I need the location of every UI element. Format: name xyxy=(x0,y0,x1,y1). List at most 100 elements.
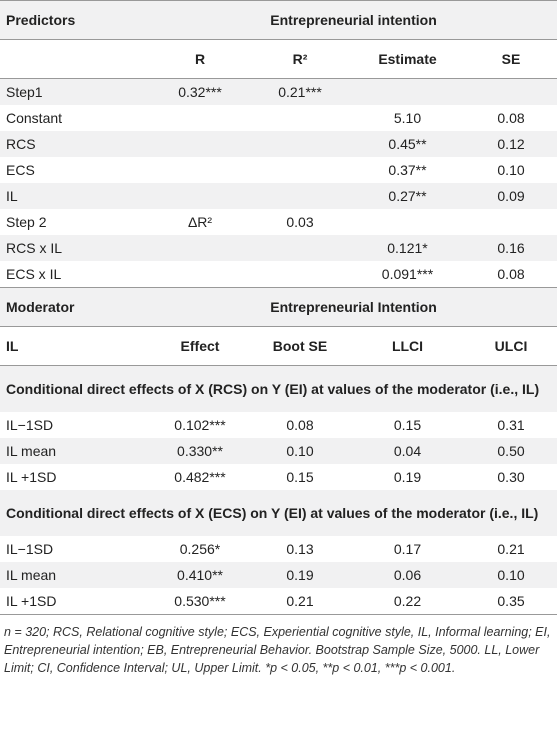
cell: 0.10 xyxy=(250,438,350,464)
cell xyxy=(150,235,250,261)
cell: 0.19 xyxy=(393,469,422,485)
results-table: Predictors Entrepreneurial intention R R² Es… xyxy=(0,0,557,615)
cell: 0.121* xyxy=(350,235,465,261)
cell: ECS xyxy=(6,162,35,178)
cell: RCS xyxy=(0,131,150,157)
cell: 0.330** xyxy=(150,438,250,464)
cell: 0.15 xyxy=(393,417,422,433)
cell: 0.09 xyxy=(465,183,557,209)
table-row: IL +1SD 0.530*** 0.21 0.22 0.35 xyxy=(0,588,557,615)
table-row: RCS x IL 0.121* 0.16 xyxy=(0,235,557,261)
cell: 0.27** xyxy=(350,183,465,209)
column-header: R² xyxy=(250,39,350,79)
table-row: IL +1SD 0.482*** 0.15 0.19 0.30 xyxy=(0,464,557,490)
footnote: n = 320; RCS, Relational cognitive style… xyxy=(4,625,551,675)
column-header: R xyxy=(150,39,250,79)
table-row: Predictors Entrepreneurial intention xyxy=(0,0,557,40)
cell: ECS x IL xyxy=(0,261,150,288)
cell: 0.16 xyxy=(465,235,557,261)
cell: 0.21 xyxy=(250,588,350,615)
column-header: LLCI xyxy=(350,326,465,366)
cell: IL mean xyxy=(0,562,150,588)
cell: 0.10 xyxy=(465,562,557,588)
cell xyxy=(150,183,250,209)
cell: 0.35 xyxy=(465,588,557,615)
cell: 0.08 xyxy=(497,110,525,126)
cell xyxy=(150,261,250,288)
cell xyxy=(250,105,350,131)
cell: Step 2 xyxy=(6,214,47,230)
cell xyxy=(150,105,250,131)
column-header: Boot SE xyxy=(250,326,350,366)
table-row: ECS x IL 0.091*** 0.08 xyxy=(0,261,557,288)
column-header: ULCI xyxy=(465,326,557,366)
cell: IL +1SD xyxy=(6,469,57,485)
table-row: Conditional direct effects of X (ECS) on… xyxy=(0,490,557,536)
cell: RCS x IL xyxy=(0,235,150,261)
cell: IL−1SD xyxy=(6,541,54,557)
cell: 0.50 xyxy=(465,438,557,464)
cell: 0.256* xyxy=(179,541,221,557)
cell xyxy=(0,39,150,79)
cell xyxy=(350,78,465,105)
table-row: R R² Estimate SE xyxy=(0,39,557,79)
cell: 0.45** xyxy=(350,131,465,157)
cell xyxy=(250,261,350,288)
cell: 0.19 xyxy=(250,562,350,588)
table-row: ECS 0.37** 0.10 xyxy=(0,157,557,183)
table-row: Step1 0.32*** 0.21*** xyxy=(0,78,557,105)
cell: 0.08 xyxy=(465,261,557,288)
cell: 0.04 xyxy=(350,438,465,464)
table-row: IL mean 0.410** 0.19 0.06 0.10 xyxy=(0,562,557,588)
cell: Step1 xyxy=(0,78,150,105)
table-row: Moderator Entrepreneurial Intention xyxy=(0,287,557,327)
cell xyxy=(250,183,350,209)
cell: Constant xyxy=(6,110,63,126)
cell: 0.21 xyxy=(497,541,525,557)
cell: 0.482*** xyxy=(174,469,226,485)
cell: 0.410** xyxy=(150,562,250,588)
table-row: Constant 5.10 0.08 xyxy=(0,105,557,131)
cell xyxy=(250,235,350,261)
cell xyxy=(150,157,250,183)
cell: 5.10 xyxy=(393,110,422,126)
cell: 0.37** xyxy=(388,162,427,178)
cell: 0.10 xyxy=(497,162,525,178)
cell: 0.15 xyxy=(286,469,314,485)
column-header: Effect xyxy=(150,326,250,366)
table-row: IL mean 0.330** 0.10 0.04 0.50 xyxy=(0,438,557,464)
cell: 0.03 xyxy=(286,214,314,230)
cell: 0.091*** xyxy=(350,261,465,288)
cell xyxy=(465,78,557,105)
cell: 0.21*** xyxy=(250,78,350,105)
table-row: IL 0.27** 0.09 xyxy=(0,183,557,209)
cell xyxy=(150,131,250,157)
table-row: RCS 0.45** 0.12 xyxy=(0,131,557,157)
cell: IL xyxy=(0,183,150,209)
group-title: Conditional direct effects of X (ECS) on… xyxy=(0,490,557,536)
cell xyxy=(465,209,557,235)
cell: 0.31 xyxy=(497,417,525,433)
table-row: IL−1SD 0.256* 0.13 0.17 0.21 xyxy=(0,536,557,562)
header-cell: Entrepreneurial Intention xyxy=(150,287,557,327)
group-title: Conditional direct effects of X (RCS) on… xyxy=(0,365,557,412)
cell: IL mean xyxy=(0,438,150,464)
cell: 0.13 xyxy=(286,541,314,557)
cell xyxy=(350,209,465,235)
column-header: SE xyxy=(465,39,557,79)
cell: 0.22 xyxy=(350,588,465,615)
cell: 0.32*** xyxy=(150,78,250,105)
cell: 0.17 xyxy=(393,541,422,557)
cell: IL +1SD xyxy=(0,588,150,615)
table-row: Conditional direct effects of X (RCS) on… xyxy=(0,365,557,412)
cell: 0.08 xyxy=(286,417,314,433)
table-row: Step 2 ΔR² 0.03 xyxy=(0,209,557,235)
header-cell: Predictors xyxy=(0,0,150,40)
cell: 0.102*** xyxy=(174,417,226,433)
cell: ΔR² xyxy=(187,214,213,230)
table-row: IL Effect Boot SE LLCI ULCI xyxy=(0,326,557,366)
cell: 0.530*** xyxy=(150,588,250,615)
column-header: Estimate xyxy=(350,39,465,79)
table-row: IL−1SD 0.102*** 0.08 0.15 0.31 xyxy=(0,412,557,438)
